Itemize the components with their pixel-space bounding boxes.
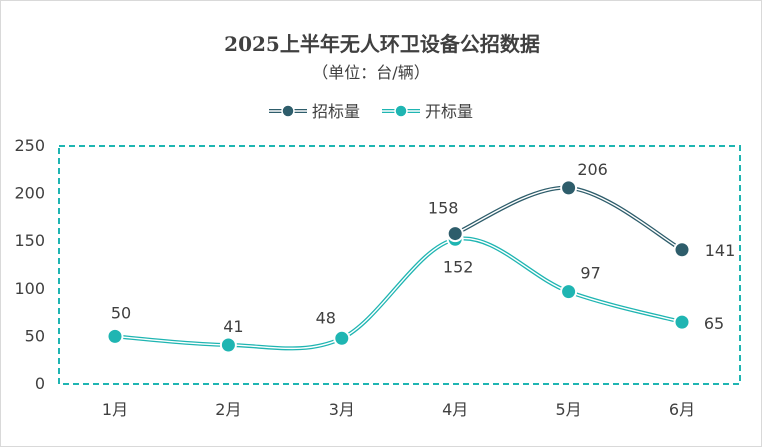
y-tick-label: 50 (25, 326, 45, 345)
data-label-open: 50 (111, 303, 131, 322)
series-line-bid-inner (454, 187, 683, 251)
plot-area-border (58, 145, 741, 385)
data-point-open[interactable] (673, 313, 691, 331)
legend-marker-open-icon (394, 104, 408, 118)
x-tick-label: 4月 (442, 400, 468, 419)
legend-item-bid[interactable]: 招标量 (269, 102, 360, 121)
x-tick-label: 3月 (329, 400, 355, 419)
data-label-open: 97 (580, 264, 600, 283)
y-tick-label: 100 (14, 279, 45, 298)
data-point-bid[interactable] (446, 225, 464, 243)
data-label-open: 152 (443, 257, 474, 276)
y-tick-label: 0 (35, 374, 45, 393)
data-point-open[interactable] (560, 283, 578, 301)
x-tick-label: 6月 (669, 400, 695, 419)
legend-marker-bid-icon (281, 104, 295, 118)
x-axis: 1月 2月 3月 4月 5月 6月 (102, 400, 695, 419)
x-tick-label: 1月 (102, 400, 128, 419)
y-tick-label: 150 (14, 231, 45, 250)
legend-item-open[interactable]: 开标量 (382, 102, 473, 121)
series-line-open (113, 236, 684, 351)
chart-title: 2025上半年无人环卫设备公招数据 (224, 32, 540, 56)
series-line-open-inner (114, 237, 683, 350)
data-label-open: 48 (316, 308, 336, 327)
legend-label-bid: 招标量 (312, 102, 360, 121)
legend-label-open: 开标量 (425, 102, 473, 121)
data-label-open: 65 (704, 314, 724, 333)
data-point-open[interactable] (106, 327, 124, 345)
data-labels: 50 41 48 152 97 65 158 206 141 (111, 160, 735, 336)
series-line-bid (453, 185, 684, 252)
x-tick-label: 5月 (556, 400, 582, 419)
data-label-bid: 158 (428, 199, 459, 218)
series-layer (106, 179, 691, 354)
data-point-open[interactable] (333, 329, 351, 347)
legend: 招标量 开标量 (269, 102, 473, 121)
data-label-open: 41 (223, 317, 243, 336)
y-tick-label: 200 (14, 184, 45, 203)
data-label-bid: 206 (577, 160, 608, 179)
data-label-bid: 141 (705, 241, 736, 260)
data-point-open[interactable] (219, 336, 237, 354)
chart-subtitle: （单位：台/辆） (312, 63, 429, 82)
data-point-bid[interactable] (673, 241, 691, 259)
y-tick-label: 250 (14, 136, 45, 155)
x-tick-label: 2月 (215, 400, 241, 419)
data-point-bid[interactable] (560, 179, 578, 197)
y-axis: 0 50 100 150 200 250 (14, 136, 45, 393)
